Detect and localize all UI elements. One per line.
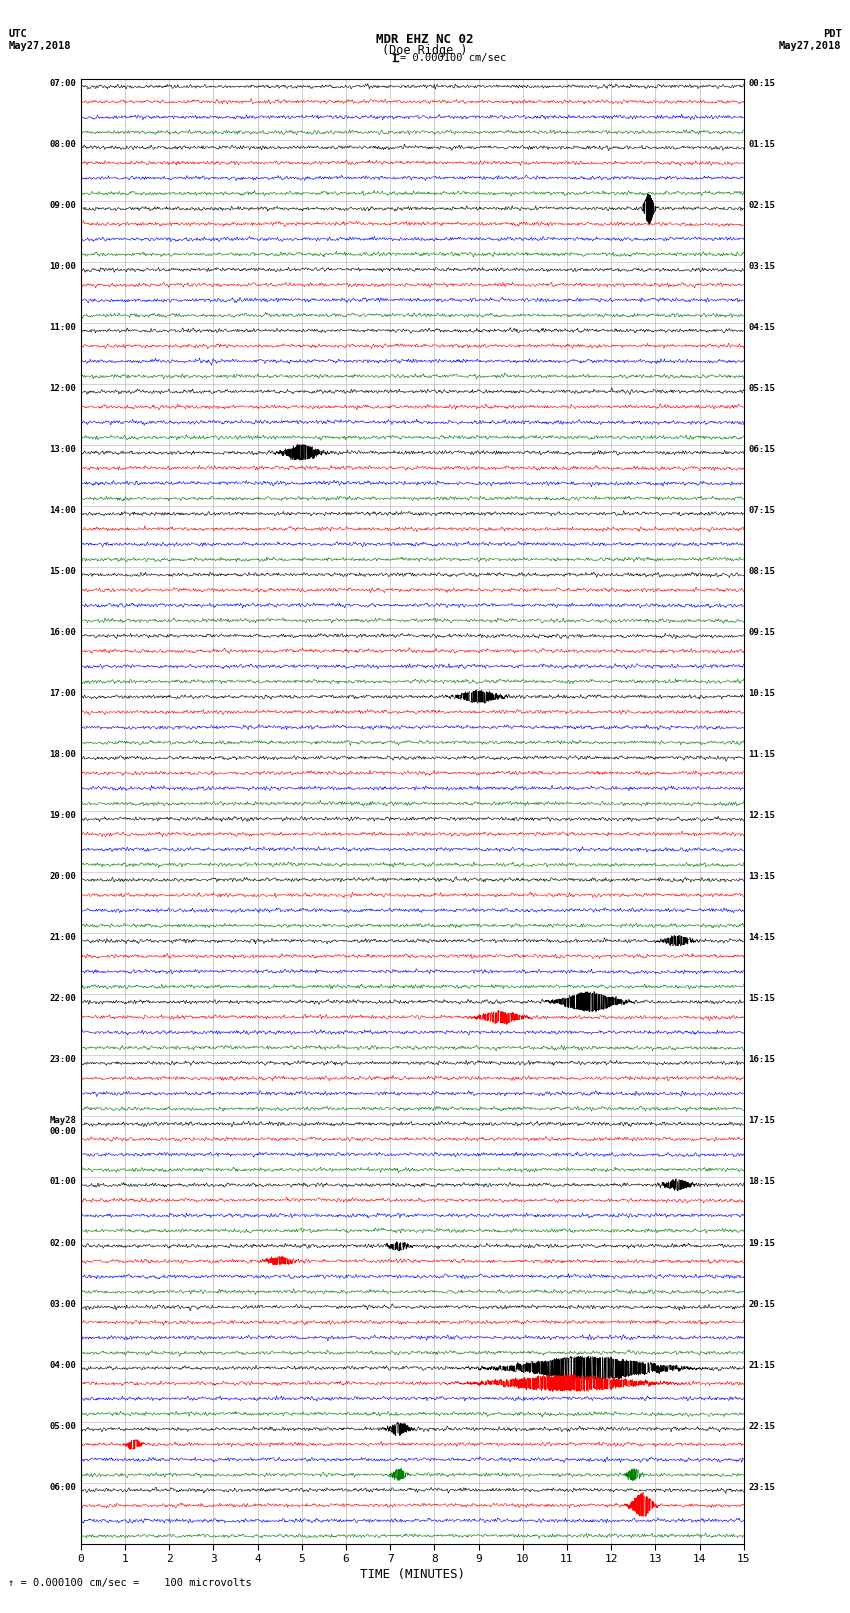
Text: 22:00: 22:00	[49, 994, 76, 1003]
Text: 05:00: 05:00	[49, 1421, 76, 1431]
X-axis label: TIME (MINUTES): TIME (MINUTES)	[360, 1568, 465, 1581]
Text: 00:15: 00:15	[748, 79, 775, 89]
Text: 02:00: 02:00	[49, 1239, 76, 1247]
Text: May28
00:00: May28 00:00	[49, 1116, 76, 1136]
Text: 09:00: 09:00	[49, 202, 76, 210]
Text: 12:00: 12:00	[49, 384, 76, 394]
Text: 16:00: 16:00	[49, 629, 76, 637]
Text: 11:15: 11:15	[748, 750, 775, 760]
Text: 03:00: 03:00	[49, 1300, 76, 1308]
Text: 07:15: 07:15	[748, 506, 775, 515]
Text: UTC
May27,2018: UTC May27,2018	[8, 29, 71, 50]
Text: 20:15: 20:15	[748, 1300, 775, 1308]
Text: 01:15: 01:15	[748, 140, 775, 148]
Text: 10:15: 10:15	[748, 689, 775, 698]
Text: 02:15: 02:15	[748, 202, 775, 210]
Text: 16:15: 16:15	[748, 1055, 775, 1065]
Text: PDT
May27,2018: PDT May27,2018	[779, 29, 842, 50]
Text: 13:15: 13:15	[748, 873, 775, 881]
Text: 06:15: 06:15	[748, 445, 775, 455]
Text: 18:00: 18:00	[49, 750, 76, 760]
Text: (Doe Ridge ): (Doe Ridge )	[382, 44, 468, 58]
Text: 17:15: 17:15	[748, 1116, 775, 1126]
Text: = 0.000100 cm/sec: = 0.000100 cm/sec	[400, 53, 506, 63]
Text: 04:00: 04:00	[49, 1361, 76, 1369]
Text: 10:00: 10:00	[49, 263, 76, 271]
Text: 20:00: 20:00	[49, 873, 76, 881]
Text: 03:15: 03:15	[748, 263, 775, 271]
Text: 13:00: 13:00	[49, 445, 76, 455]
Text: 15:15: 15:15	[748, 994, 775, 1003]
Text: 08:00: 08:00	[49, 140, 76, 148]
Text: 09:15: 09:15	[748, 629, 775, 637]
Text: 06:00: 06:00	[49, 1482, 76, 1492]
Text: 04:15: 04:15	[748, 323, 775, 332]
Text: 05:15: 05:15	[748, 384, 775, 394]
Text: 21:00: 21:00	[49, 934, 76, 942]
Text: 19:00: 19:00	[49, 811, 76, 821]
Text: 12:15: 12:15	[748, 811, 775, 821]
Text: 19:15: 19:15	[748, 1239, 775, 1247]
Text: 15:00: 15:00	[49, 568, 76, 576]
Text: 22:15: 22:15	[748, 1421, 775, 1431]
Text: 21:15: 21:15	[748, 1361, 775, 1369]
Text: 23:00: 23:00	[49, 1055, 76, 1065]
Text: 08:15: 08:15	[748, 568, 775, 576]
Text: 23:15: 23:15	[748, 1482, 775, 1492]
Text: 14:15: 14:15	[748, 934, 775, 942]
Text: 01:00: 01:00	[49, 1177, 76, 1187]
Text: 07:00: 07:00	[49, 79, 76, 89]
Text: MDR EHZ NC 02: MDR EHZ NC 02	[377, 32, 473, 47]
Text: 11:00: 11:00	[49, 323, 76, 332]
Text: ↑ = 0.000100 cm/sec =    100 microvolts: ↑ = 0.000100 cm/sec = 100 microvolts	[8, 1578, 252, 1587]
Text: 17:00: 17:00	[49, 689, 76, 698]
Text: 18:15: 18:15	[748, 1177, 775, 1187]
Text: 14:00: 14:00	[49, 506, 76, 515]
